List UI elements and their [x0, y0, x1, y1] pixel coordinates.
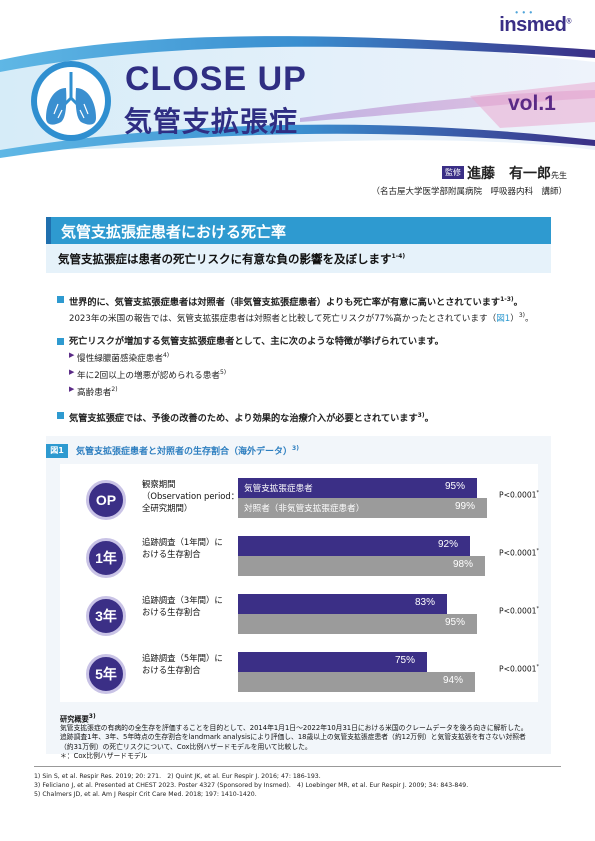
bar-bronchiectasis: 92%: [238, 536, 470, 556]
list-item: ▶ 高齢患者2): [69, 384, 118, 398]
reference-line: 3) Feliciano J, et al. Presented at CHES…: [34, 782, 469, 789]
supervisor-honorific: 先生: [551, 171, 567, 180]
triangle-bullet-icon: ▶: [69, 384, 75, 393]
p-value: P<0.0001*: [499, 548, 540, 558]
study-summary-footnote: ＊：Cox比例ハザードモデル: [60, 752, 148, 761]
triangle-bullet-icon: ▶: [69, 367, 75, 376]
period-label-line: おける生存割合: [142, 665, 201, 675]
lungs-icon: [28, 58, 114, 148]
p-value: P<0.0001*: [499, 606, 540, 616]
bar-control: 95%: [238, 614, 477, 634]
reference-line: 5) Chalmers JD, et al. Am J Respir Crit …: [34, 791, 257, 798]
headline-subtitle: 気管支拡張症は患者の死亡リスクに有意な負の影響を及ぼします1-4): [46, 244, 551, 273]
supervisor-block: 監修 進藤 有一郎先生 （名古屋大学医学部附属病院 呼吸器内科 講師）: [371, 163, 567, 197]
bar-control: 98%: [238, 556, 485, 576]
headline-box: 気管支拡張症患者における死亡率 気管支拡張症は患者の死亡リスクに有意な負の影響を…: [46, 217, 551, 273]
bullet-square-icon: [57, 337, 64, 345]
chart-row: 3年 追跡調査（3年間）に おける生存割合 83% 95% P<0.0001*: [60, 588, 540, 644]
period-badge: 1年: [86, 538, 126, 578]
p-value: P<0.0001*: [499, 490, 540, 500]
volume-label: vol.1: [508, 92, 556, 115]
period-label: 観察期間 （Observation period： 全研究期間）: [142, 478, 252, 514]
period-label-line: おける生存割合: [142, 607, 201, 617]
key-point: 世界的に、気管支拡張症患者は対照者（非気管支拡張症患者）よりも死亡率が有意に高い…: [57, 293, 557, 326]
supervisor-role-badge: 監修: [442, 166, 464, 179]
references-divider: [34, 766, 561, 767]
title-english: CLOSE UP: [125, 60, 307, 98]
chart-row: 5年 追跡調査（5年間）に おける生存割合 75% 94% P<0.0001*: [60, 646, 540, 702]
header: • • • insmed® CLOSE UP 気管支拡張症 vol.1: [0, 0, 595, 175]
chart-row: 1年 追跡調査（1年間）に おける生存割合 92% 98% P<0.0001*: [60, 530, 540, 586]
period-label-line: 追跡調査（3年間）に: [142, 595, 223, 605]
period-badge: OP: [86, 480, 126, 520]
list-item: ▶ 年に2回以上の増悪が認められる患者5): [69, 367, 227, 381]
bar-value-label: 95%: [444, 481, 465, 492]
supervisor-affiliation: （名古屋大学医学部附属病院 呼吸器内科 講師）: [371, 187, 567, 197]
key-points: 世界的に、気管支拡張症患者は対照者（非気管支拡張症患者）よりも死亡率が有意に高い…: [57, 293, 557, 434]
figure-survival: 図1 気管支拡張症患者と対照者の生存割合（海外データ）3) OP 観察期間 （Obs…: [46, 436, 551, 760]
triangle-bullet-icon: ▶: [69, 350, 75, 359]
logo-dots-icon: • • •: [515, 8, 534, 17]
survival-bar-chart: OP 観察期間 （Observation period： 全研究期間） 気管支拡張症患者…: [60, 464, 540, 702]
bar-value-label: 83%: [414, 597, 435, 608]
series-name-bronchiectasis: 気管支拡張症患者: [244, 484, 313, 494]
period-label-line: 追跡調査（1年間）に: [142, 537, 223, 547]
bar-control: 対照者（非気管支拡張症患者） 99%: [238, 498, 487, 518]
references: 1) Sin S, et al. Respir Res. 2019; 20: 2…: [34, 772, 574, 799]
period-label: 追跡調査（3年間）に おける生存割合: [142, 594, 252, 618]
bar-value-label: 94%: [442, 675, 463, 686]
period-label: 追跡調査（1年間）に おける生存割合: [142, 536, 252, 560]
figure-label: 図1: [46, 444, 68, 458]
headline-title: 気管支拡張症患者における死亡率: [46, 217, 551, 244]
key-point: 死亡リスクが増加する気管支拡張症患者として、主に次のような特徴が挙げられています…: [57, 335, 557, 400]
bar-value-label: 99%: [454, 501, 475, 512]
study-summary-line: 追跡調査1年、3年、5年時点の生存割合をlandmark analysisにより…: [60, 733, 526, 742]
study-summary-line: （約31万例）の死亡リスクについて、Cox比例ハザードモデルを用いて比較した。: [60, 742, 312, 751]
bar-bronchiectasis: 気管支拡張症患者 95%: [238, 478, 477, 498]
bar-control: 94%: [238, 672, 475, 692]
bar-bronchiectasis: 75%: [238, 652, 427, 672]
study-summary: 研究概要3) 気管支拡張症の有病的の全生存を評価することを目的として、2014年…: [60, 712, 540, 761]
p-value: P<0.0001*: [499, 664, 540, 674]
bar-value-label: 95%: [444, 617, 465, 628]
period-badge: 3年: [86, 596, 126, 636]
insmed-logo: • • • insmed®: [499, 8, 571, 36]
period-label-line: 追跡調査（5年間）に: [142, 653, 223, 663]
period-label-line: おける生存割合: [142, 549, 201, 559]
bar-value-label: 75%: [394, 655, 415, 666]
figure-header: 図1 気管支拡張症患者と対照者の生存割合（海外データ）3): [46, 436, 551, 466]
series-name-control: 対照者（非気管支拡張症患者）: [244, 504, 365, 514]
study-summary-line: 気管支拡張症の有病的の全生存を評価することを目的として、2014年1月1日〜20…: [60, 723, 528, 732]
bar-value-label: 98%: [452, 559, 473, 570]
period-label-line: 観察期間: [142, 479, 176, 489]
bar-value-label: 92%: [437, 539, 458, 550]
bullet-square-icon: [57, 411, 64, 419]
bar-bronchiectasis: 83%: [238, 594, 447, 614]
period-label-line: 全研究期間）: [142, 503, 193, 513]
title-japanese: 気管支拡張症: [124, 105, 299, 138]
figure-reference-link: 図1: [496, 313, 511, 324]
header-wave-background: [0, 36, 595, 158]
figure-title: 気管支拡張症患者と対照者の生存割合（海外データ）3): [76, 445, 299, 457]
period-label: 追跡調査（5年間）に おける生存割合: [142, 652, 252, 676]
period-label-line: （Observation period：: [142, 491, 240, 501]
period-badge: 5年: [86, 654, 126, 694]
supervisor-name: 進藤 有一郎: [467, 166, 551, 182]
chart-row: OP 観察期間 （Observation period： 全研究期間） 気管支拡張症患者…: [60, 472, 540, 528]
list-item: ▶ 慢性緑膿菌感染症患者4): [69, 350, 170, 364]
reference-line: 1) Sin S, et al. Respir Res. 2019; 20: 2…: [34, 773, 321, 780]
bullet-square-icon: [57, 296, 64, 303]
key-point: 気管支拡張症では、予後の改善のため、より効果的な治療介入が必要とされています3)…: [57, 409, 557, 425]
